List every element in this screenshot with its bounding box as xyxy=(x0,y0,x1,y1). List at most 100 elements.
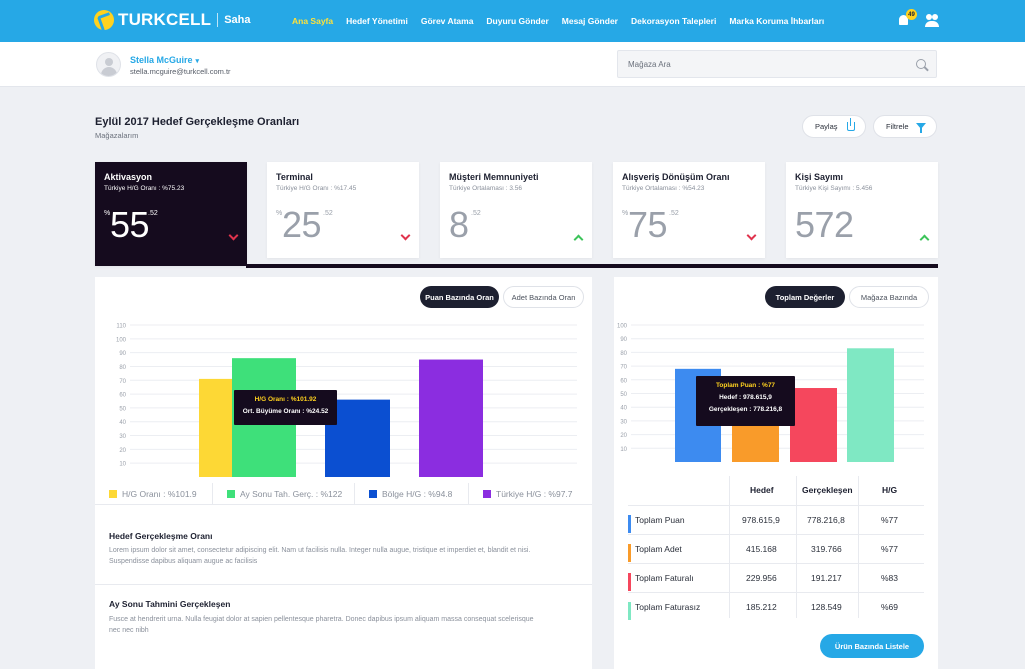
search-input[interactable]: Mağaza Ara xyxy=(628,60,671,69)
kpi-title: Kişi Sayımı xyxy=(795,172,844,182)
search-icon[interactable] xyxy=(916,59,926,69)
menu-item-gorev-atama[interactable]: Görev Atama xyxy=(420,16,474,26)
kpi-value: 25 xyxy=(282,204,322,245)
kpi-decimal: .52 xyxy=(471,210,481,217)
legend-label: Ay Sonu Tah. Gerç. : %122 xyxy=(240,488,343,499)
y-tick-label: 100 xyxy=(617,324,628,330)
store-search[interactable]: Mağaza Ara xyxy=(617,50,937,78)
table-row[interactable]: Toplam Faturalı 229.956 191.217 %83 xyxy=(628,563,924,591)
legend-swatch xyxy=(483,489,491,498)
menu-item-duyuru-gonder[interactable]: Duyuru Gönder xyxy=(486,16,549,26)
tooltip-line: Ort. Büyüme Oranı : %24.52 xyxy=(243,408,329,415)
legend-label: Türkiye H/G : %97.7 xyxy=(496,488,573,499)
filter-icon xyxy=(916,123,926,133)
kpi-underline xyxy=(246,264,938,268)
tooltip-line: Hedef : 978.615,9 xyxy=(719,394,772,401)
users-icon[interactable] xyxy=(925,12,939,28)
kpi-card-terminal[interactable]: Terminal Türkiye H/G Oranı : %17.45 % 25… xyxy=(267,162,419,258)
kpi-card-aktivasyon[interactable]: Aktivasyon Türkiye H/G Oranı : %75.23 % … xyxy=(95,162,247,266)
row-color-marker xyxy=(628,573,631,591)
kpi-value: 8 xyxy=(449,204,469,245)
logo[interactable]: TURKCELL Saha xyxy=(94,10,251,30)
y-tick-label: 80 xyxy=(620,351,627,357)
logo-subtitle: Saha xyxy=(224,14,251,26)
user-name-dropdown[interactable]: Stella McGuire ▾ xyxy=(130,55,199,65)
page-title: Eylül 2017 Hedef Gerçekleşme Oranları xyxy=(95,116,300,128)
y-tick-label: 60 xyxy=(620,378,627,384)
menu-item-marka-koruma[interactable]: Marka Koruma İhbarları xyxy=(729,16,825,26)
kpi-prefix: % xyxy=(622,210,629,217)
toggle-toplam-degerler[interactable]: Toplam Değerler xyxy=(765,286,845,308)
table-column-divider xyxy=(729,476,730,618)
menu-item-hedef-yonetimi[interactable]: Hedef Yönetimi xyxy=(346,16,408,26)
share-button[interactable]: Paylaş xyxy=(802,115,866,138)
kpi-prefix: % xyxy=(276,210,283,217)
y-tick-label: 10 xyxy=(620,447,627,453)
main-menu: Ana Sayfa Hedef Yönetimi Görev Atama Duy… xyxy=(292,16,824,26)
nav-icons: 49 xyxy=(897,9,939,28)
kpi-card-kisi-sayimi[interactable]: Kişi Sayımı Türkiye Kişi Sayımı : 5.456 … xyxy=(786,162,938,258)
row-gerceklesen: 128.549 xyxy=(811,602,842,612)
legend-item-bolge[interactable]: Bölge H/G : %94.8 xyxy=(355,482,469,505)
section-title: Ay Sonu Tahmini Gerçekleşen xyxy=(109,599,231,609)
menu-item-mesaj-gonder[interactable]: Mesaj Gönder xyxy=(561,16,618,26)
right-bar-chart: 10 20 30 40 50 60 70 80 90 100 Toplam Puan : %77 He… xyxy=(617,324,924,462)
kpi-subtitle: Türkiye H/G Oranı : %75.23 xyxy=(104,185,185,192)
kpi-subtitle: Türkiye Ortalaması : 3.56 xyxy=(449,185,522,192)
kpi-title: Müşteri Memnuniyeti xyxy=(449,172,539,182)
toggle-puan-bazinda[interactable]: Puan Bazında Oran xyxy=(420,286,499,308)
legend-item-hg-orani[interactable]: H/G Oranı : %101.9 xyxy=(95,482,213,505)
filter-button[interactable]: Filtrele xyxy=(873,115,937,138)
column-header-hedef: Hedef xyxy=(750,485,774,495)
row-hedef: 415.168 xyxy=(746,544,777,554)
kpi-prefix: % xyxy=(104,210,111,217)
tooltip-line: Gerçekleşen : 778.216,8 xyxy=(709,406,783,413)
y-tick-label: 40 xyxy=(620,406,627,412)
section-title: Hedef Gerçekleşme Oranı xyxy=(109,531,213,541)
notification-icon[interactable]: 49 xyxy=(897,9,917,28)
chevron-down-icon: ▾ xyxy=(195,58,200,65)
bar-4 xyxy=(419,359,483,477)
tooltip-bg xyxy=(234,390,337,425)
row-hg: %69 xyxy=(881,602,899,612)
row-label: Toplam Adet xyxy=(635,544,682,554)
section-text: Lorem ipsum dolor sit amet, consectetur … xyxy=(109,547,531,565)
kpi-card-alisveris-donusum[interactable]: Alışveriş Dönüşüm Oranı Türkiye Ortalama… xyxy=(613,162,765,258)
trend-up-icon xyxy=(919,234,930,245)
kpi-decimal: .52 xyxy=(148,210,158,217)
trend-down-icon xyxy=(400,230,411,241)
row-gerceklesen: 319.766 xyxy=(811,544,842,554)
table-row[interactable]: Toplam Adet 415.168 319.766 %77 xyxy=(628,534,924,562)
menu-item-ana-sayfa[interactable]: Ana Sayfa xyxy=(292,16,334,26)
table-row[interactable]: Toplam Faturasız 185.212 128.549 %69 xyxy=(628,592,924,620)
row-label: Toplam Faturalı xyxy=(635,573,694,583)
menu-item-dekorasyon-talepleri[interactable]: Dekorasyon Talepleri xyxy=(630,16,717,26)
urun-bazinda-listele-button[interactable]: Ürün Bazında Listele xyxy=(820,634,924,658)
kpi-decimal: .52 xyxy=(669,210,679,217)
kpi-card-musteri-memnuniyeti[interactable]: Müşteri Memnuniyeti Türkiye Ortalaması :… xyxy=(440,162,592,258)
table-row[interactable]: Toplam Puan 978.615,9 778.216,8 %77 xyxy=(628,505,924,533)
trend-up-icon xyxy=(573,234,584,245)
row-label: Toplam Puan xyxy=(635,515,685,525)
table-column-divider xyxy=(858,476,859,618)
kpi-title: Terminal xyxy=(276,172,313,182)
turkcell-logo-icon xyxy=(94,10,114,30)
y-tick-label: 60 xyxy=(119,393,126,399)
page-subtitle: Mağazalarım xyxy=(95,131,139,140)
y-tick-label: 30 xyxy=(119,434,126,440)
legend-item-ay-sonu[interactable]: Ay Sonu Tah. Gerç. : %122 xyxy=(213,482,355,505)
legend-item-turkiye[interactable]: Türkiye H/G : %97.7 xyxy=(469,483,592,505)
column-header-hg: H/G xyxy=(882,485,898,495)
avatar[interactable] xyxy=(96,52,121,77)
kpi-subtitle: Türkiye Ortalaması : %54.23 xyxy=(622,185,705,192)
section-text: Fusce at hendrerit urna. Nulla feugiat d… xyxy=(109,616,534,634)
y-tick-label: 20 xyxy=(119,448,126,454)
user-name: Stella McGuire xyxy=(130,55,193,65)
row-gerceklesen: 191.217 xyxy=(811,573,842,583)
tooltip-bg xyxy=(696,376,795,426)
toggle-adet-bazinda[interactable]: Adet Bazında Oran xyxy=(503,286,584,308)
y-tick-label: 80 xyxy=(119,365,126,371)
toggle-magaza-bazinda[interactable]: Mağaza Bazında xyxy=(849,286,929,308)
y-tick-label: 110 xyxy=(116,324,126,330)
logo-text: TURKCELL xyxy=(118,10,212,29)
